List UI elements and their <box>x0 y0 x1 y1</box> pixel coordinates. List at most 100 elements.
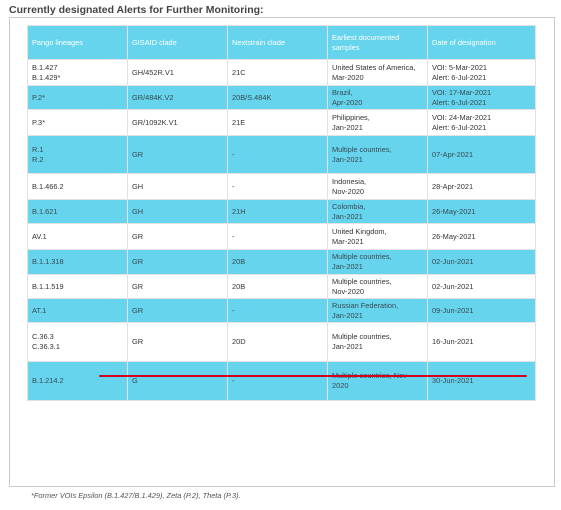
cell-line: Jan-2021 <box>332 211 363 221</box>
cell-pango: AT.1 <box>27 298 128 323</box>
cell-line: Multiple countries, <box>332 144 392 154</box>
cell-pango: P.3* <box>27 109 128 136</box>
cell-line: Colombia, <box>332 201 366 211</box>
cell-gisaid: GR <box>127 298 228 323</box>
cell-gisaid: GR/1092K.V1 <box>127 109 228 136</box>
cell-line: 09-Jun-2021 <box>432 305 474 315</box>
cell-line: B.1.1.318 <box>32 257 64 266</box>
cell-gisaid: GR <box>127 322 228 362</box>
cell-line: Multiple countries, <box>332 252 392 262</box>
cell-line: VOI: 5-Mar-2021 <box>432 62 488 72</box>
cell-date: VOI: 17-Mar-2021 Alert: 6-Jul-2021 <box>427 85 536 110</box>
cell-line: Nov-2020 <box>332 286 365 296</box>
cell-date: 09-Jun-2021 <box>427 298 536 323</box>
cell-line: B.1.427 <box>32 62 58 72</box>
cell-gisaid: GR/484K.V2 <box>127 85 228 110</box>
cell-nextstrain: - <box>227 361 328 401</box>
table-row: B.1.621 GH 21H Colombia, Jan-2021 26-May-2021 <box>27 199 536 224</box>
cell-date: VOI: 24-Mar-2021 Alert: 6-Jul-2021 <box>427 109 536 136</box>
table-row: AV.1 GR - United Kingdom, Mar-2021 26-May-202… <box>27 223 536 250</box>
cell-line: 02-Jun-2021 <box>432 257 474 266</box>
cell-date: 26-May-2021 <box>427 223 536 250</box>
header-nextstrain-clade: Nextstrain clade <box>227 25 328 60</box>
cell-line: Alert: 6-Jul-2021 <box>432 72 487 82</box>
cell-pango: B.1.466.2 <box>27 173 128 200</box>
cell-line: 2020 <box>332 381 349 390</box>
cell-line: 02-Jun-2021 <box>432 281 474 291</box>
cell-line: 16-Jun-2021 <box>432 337 474 346</box>
cell-nextstrain: - <box>227 135 328 174</box>
cell-nextstrain: 20D <box>227 322 328 362</box>
cell-pango: B.1.1.318 <box>27 249 128 275</box>
header-pango-lineages: Pango lineages <box>27 25 128 60</box>
cell-gisaid: GH/452R.V1 <box>127 59 228 86</box>
cell-pango: B.1.427 B.1.429* <box>27 59 128 86</box>
cell-pango: B.1.621 <box>27 199 128 224</box>
cell-line: P.3* <box>32 117 46 127</box>
cell-line: B.1.1.519 <box>32 281 64 291</box>
cell-line: Alert: 6-Jul-2021 <box>432 97 487 107</box>
cell-samples: Philippines, Jan-2021 <box>327 109 428 136</box>
cell-samples: Multiple countries, Jan-2021 <box>327 135 428 174</box>
cell-line: P.2* <box>32 92 46 102</box>
cell-line: 26-May-2021 <box>432 206 476 216</box>
cell-pango: B.1.1.519 <box>27 274 128 299</box>
table-header-row: Pango lineages GISAID clade Nextstrain c… <box>27 25 536 60</box>
table-row: B.1.466.2 GH - Indonesia, Nov-2020 28-Apr-202… <box>27 173 536 200</box>
cell-pango: B.1.214.2 <box>27 361 128 401</box>
cell-line: Multiple countries, <box>332 276 392 286</box>
table-row: P.2* GR/484K.V2 20B/S.484K Brazil, Apr-2020 V… <box>27 85 536 110</box>
cell-nextstrain: 21E <box>227 109 328 136</box>
cell-line: R.1 <box>32 144 44 154</box>
cell-line: Jan-2021 <box>332 154 363 164</box>
section-heading: Currently designated Alerts for Further … <box>9 4 264 16</box>
table-row: B.1.1.318 GR 20B Multiple countries, Jan-202… <box>27 249 536 275</box>
table-row: B.1.1.519 GR 20B Multiple countries, Nov-202… <box>27 274 536 299</box>
cell-date: 07-Apr-2021 <box>427 135 536 174</box>
cell-samples: Indonesia, Nov-2020 <box>327 173 428 200</box>
cell-gisaid: GR <box>127 274 228 299</box>
cell-gisaid: GR <box>127 223 228 250</box>
cell-line: B.1.429* <box>32 72 61 82</box>
cell-line: B.1.214.2 <box>32 376 64 385</box>
cell-nextstrain: 20B <box>227 274 328 299</box>
cell-line: Alert: 6-Jul-2021 <box>432 122 487 132</box>
cell-line: 28-Apr-2021 <box>432 181 474 191</box>
cell-samples: Multiple countries, Nov-2020 <box>327 274 428 299</box>
cell-nextstrain: 21H <box>227 199 328 224</box>
cell-line: Brazil, <box>332 87 353 97</box>
cell-line: Apr-2020 <box>332 97 363 107</box>
table-row: B.1.214.2 G-Multiple countries, Nov-2020 3… <box>27 361 536 401</box>
cell-pango: P.2* <box>27 85 128 110</box>
cell-nextstrain: 21C <box>227 59 328 86</box>
header-earliest-samples: Earliest documented samples <box>327 25 428 60</box>
cell-nextstrain: 20B <box>227 249 328 275</box>
cell-date: 02-Jun-2021 <box>427 274 536 299</box>
cell-date: 30-Jun-2021 <box>427 361 536 401</box>
cell-pango: AV.1 <box>27 223 128 250</box>
cell-pango: R.1 R.2 <box>27 135 128 174</box>
cell-line: 26-May-2021 <box>432 231 476 241</box>
cell-line: R.2 <box>32 154 44 164</box>
cell-line: Nov-2020 <box>332 186 365 196</box>
alerts-table: Pango lineages GISAID clade Nextstrain c… <box>27 25 536 401</box>
cell-line: AT.1 <box>32 305 47 315</box>
cell-line: C.36.3 <box>32 332 54 342</box>
cell-gisaid: GH <box>127 173 228 200</box>
cell-nextstrain: - <box>227 298 328 323</box>
cell-line: Jan-2021 <box>332 342 363 351</box>
cell-nextstrain: 20B/S.484K <box>227 85 328 110</box>
cell-pango: C.36.3 C.36.3.1 <box>27 322 128 362</box>
table-row: B.1.427 B.1.429* GH/452R.V1 21C United State… <box>27 59 536 86</box>
cell-line: AV.1 <box>32 231 47 241</box>
cell-nextstrain: - <box>227 223 328 250</box>
cell-line: 07-Apr-2021 <box>432 149 474 159</box>
cell-date: 02-Jun-2021 <box>427 249 536 275</box>
cell-samples: United Kingdom, Mar-2021 <box>327 223 428 250</box>
cell-date: 28-Apr-2021 <box>427 173 536 200</box>
cell-date: 16-Jun-2021 <box>427 322 536 362</box>
cell-line: 30-Jun-2021 <box>432 376 474 385</box>
header-gisaid-clade: GISAID clade <box>127 25 228 60</box>
footnote: *Former VOIs Epsilon (B.1.427/B.1.429), … <box>31 491 241 500</box>
cell-line: Philippines, <box>332 112 370 122</box>
